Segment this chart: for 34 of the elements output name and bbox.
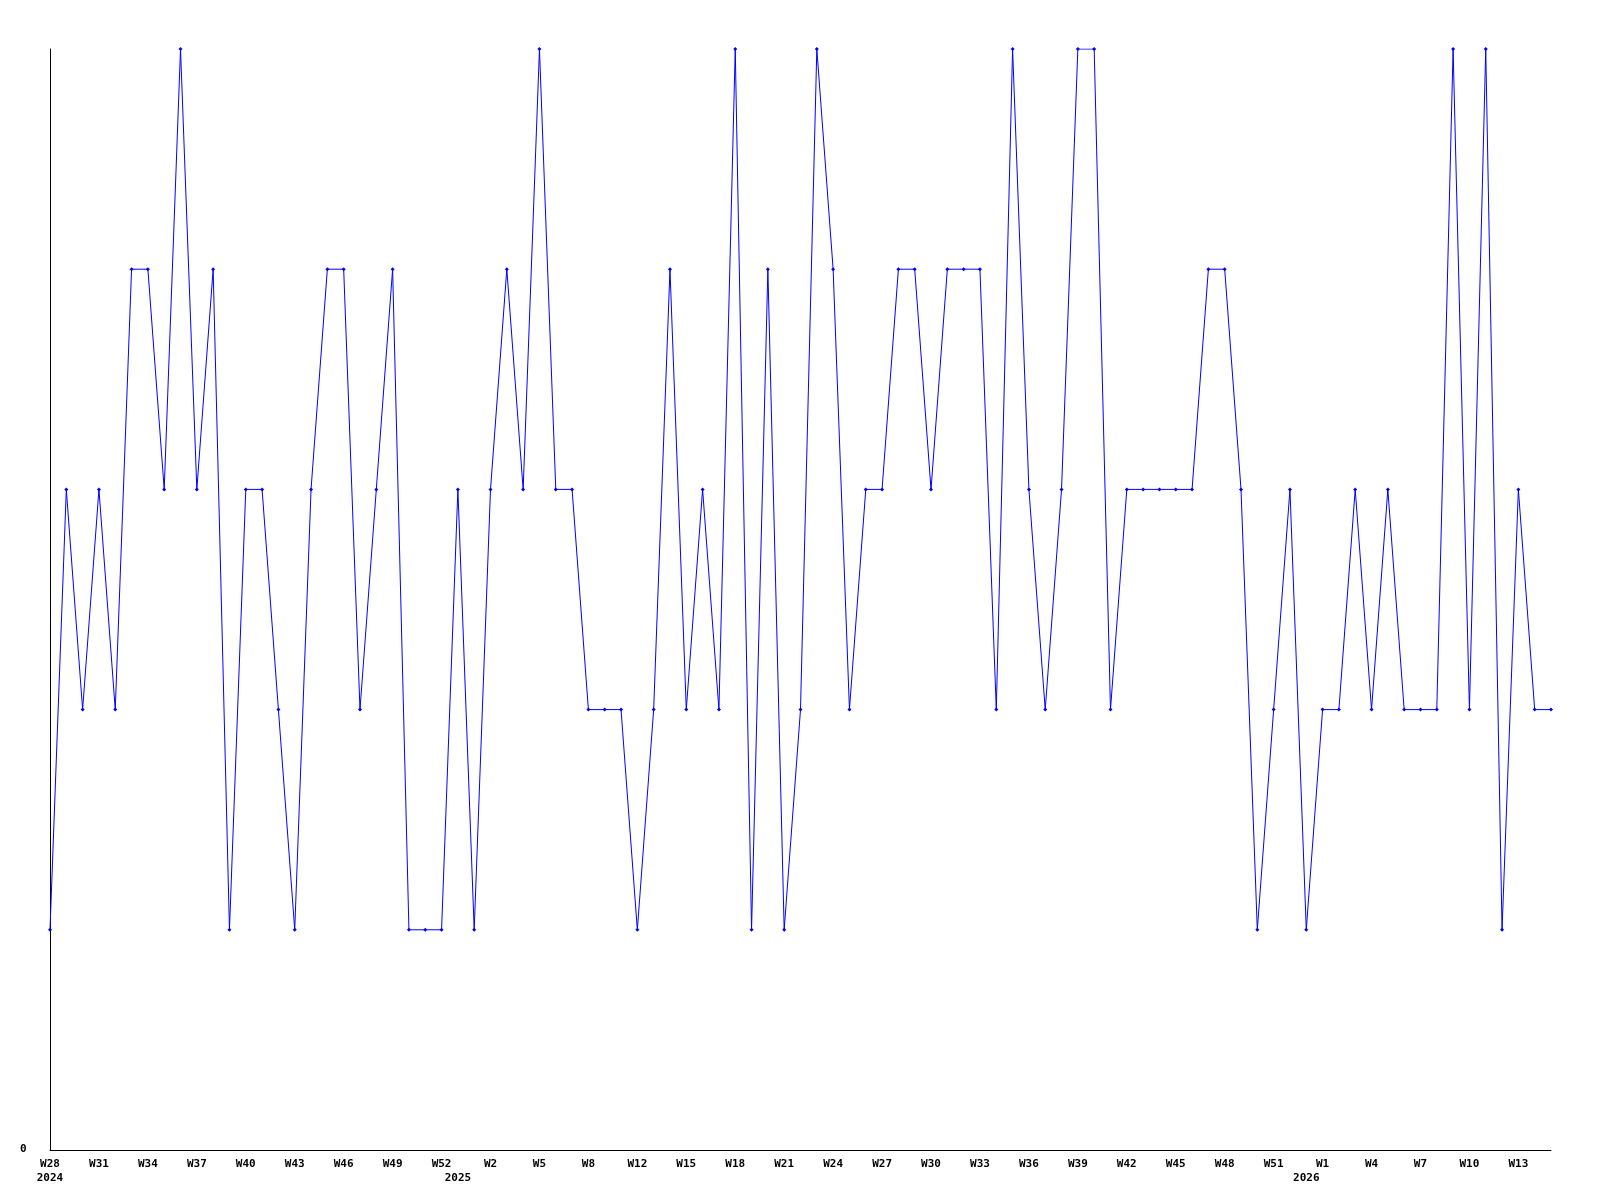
x-tick-label: W4 bbox=[1364, 1156, 1379, 1170]
x-tick-label: W12 bbox=[627, 1156, 648, 1170]
x-tick-label: W37 bbox=[186, 1156, 207, 1170]
x-tick-label: W39 bbox=[1067, 1156, 1088, 1170]
x-tick-label: W42 bbox=[1116, 1156, 1137, 1170]
x-tick-label: W5 bbox=[532, 1156, 547, 1170]
text: 0 bbox=[20, 1142, 27, 1155]
x-tick-label: W43 bbox=[284, 1156, 305, 1170]
x-tick-label: W27 bbox=[872, 1156, 893, 1170]
x-tick-label: 2026 bbox=[1293, 1170, 1320, 1184]
x-tick-label: 2025 bbox=[444, 1170, 472, 1184]
x-tick-label: W15 bbox=[676, 1156, 697, 1170]
x-tick-label: W51 bbox=[1263, 1156, 1284, 1170]
x-tick-label: W10 bbox=[1459, 1156, 1480, 1170]
x-tick-label: W45 bbox=[1165, 1156, 1186, 1170]
x-tick-label: W24 bbox=[823, 1156, 844, 1170]
x-tick-label: W33 bbox=[970, 1156, 990, 1170]
x-tick-label: W31 bbox=[89, 1156, 110, 1170]
x-tick-label: W30 bbox=[921, 1156, 941, 1170]
x-tick-label: W7 bbox=[1413, 1156, 1428, 1170]
x-tick-label: W1 bbox=[1315, 1156, 1330, 1170]
x-tick-label: W48 bbox=[1214, 1156, 1235, 1170]
x-tick-label: W36 bbox=[1018, 1156, 1040, 1170]
x-tick-label: W8 bbox=[581, 1156, 596, 1170]
x-tick-label: W34 bbox=[137, 1156, 159, 1170]
x-tick-label: W13 bbox=[1508, 1156, 1529, 1170]
x-tick-label: W2 bbox=[483, 1156, 498, 1170]
x-tick-label: W46 bbox=[333, 1156, 354, 1170]
x-tick-label: W40 bbox=[235, 1156, 256, 1170]
x-tick-label: W28 2024 bbox=[36, 1156, 64, 1184]
x-tick-label: W52 bbox=[431, 1156, 452, 1170]
x-tick-label: W21 bbox=[774, 1156, 795, 1170]
x-tick-label: W49 bbox=[382, 1156, 403, 1170]
x-tick-label: W18 bbox=[725, 1156, 746, 1170]
